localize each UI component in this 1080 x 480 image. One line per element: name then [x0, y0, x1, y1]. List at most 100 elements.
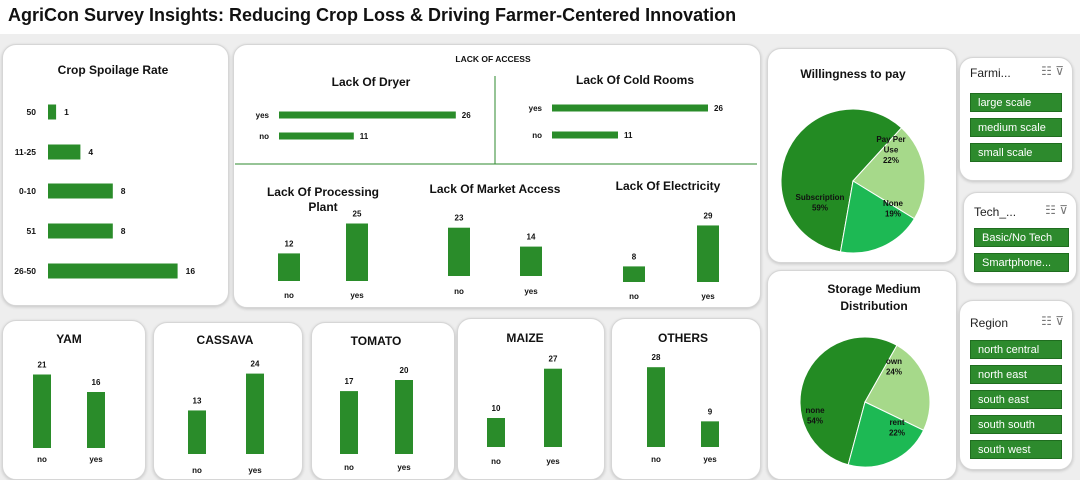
- bar-others-0: [647, 367, 665, 447]
- slicer-item-south-west[interactable]: south west: [970, 440, 1062, 459]
- bar-yam-0: [33, 374, 51, 448]
- tick-label-processing-0: no: [284, 291, 294, 300]
- tick-label-spoilage-3: 51: [27, 226, 37, 236]
- chart-title-processing-line-0: Lack Of Processing: [267, 185, 379, 199]
- slicer-item-south-east[interactable]: south east: [970, 390, 1062, 409]
- card-cassava: [153, 322, 303, 480]
- data-label-cassava-0: 13: [193, 396, 202, 405]
- tick-label-spoilage-0: 50: [27, 107, 37, 117]
- bar-spoilage-3: [48, 223, 113, 239]
- bar-cassava-1: [246, 373, 264, 454]
- data-label-market-0: 23: [455, 214, 464, 223]
- chart-title-maize: MAIZE: [506, 331, 543, 345]
- tick-label-cold-0: yes: [529, 104, 543, 113]
- card-spoilage: [2, 44, 229, 306]
- data-label-maize-1: 27: [549, 355, 558, 364]
- tick-label-market-0: no: [454, 287, 464, 296]
- slice-label-storage-1-line-1: 24%: [886, 368, 902, 377]
- bar-processing-1: [346, 223, 368, 281]
- bar-spoilage-2: [48, 183, 113, 199]
- data-label-cold-0: 26: [714, 104, 723, 113]
- slice-label-storage-2-line-0: rent: [889, 418, 904, 427]
- slice-label-storage-2-line-1: 22%: [889, 429, 905, 438]
- slicer-item-smartphone[interactable]: Smartphone...: [974, 253, 1069, 272]
- data-label-market-1: 14: [527, 233, 536, 242]
- data-label-yam-1: 16: [92, 378, 101, 387]
- slicer-item-small-scale[interactable]: small scale: [970, 143, 1062, 162]
- data-label-cold-1: 11: [624, 131, 633, 140]
- data-label-cassava-1: 24: [251, 360, 260, 369]
- tick-label-yam-0: no: [37, 455, 47, 464]
- bar-cold-1: [552, 131, 618, 139]
- multi-select-and-clear-filter-icons[interactable]: ☷ ⊽: [1045, 203, 1068, 217]
- slice-label-storage-0-line-0: none: [805, 406, 825, 415]
- bar-market-1: [520, 246, 542, 276]
- tick-label-maize-1: yes: [546, 457, 560, 466]
- tick-label-dryer-1: no: [259, 132, 269, 141]
- data-label-spoilage-3: 8: [121, 226, 126, 236]
- tick-label-electricity-0: no: [629, 292, 639, 301]
- multi-select-and-clear-filter-icons[interactable]: ☷ ⊽: [1041, 314, 1064, 328]
- chart-title-tomato: TOMATO: [351, 334, 402, 348]
- bar-cold-0: [552, 104, 708, 112]
- bar-yam-1: [87, 392, 105, 448]
- chart-title-spoilage: Crop Spoilage Rate: [58, 63, 169, 77]
- slicer-item-basic-no-tech[interactable]: Basic/No Tech: [974, 228, 1069, 247]
- data-label-spoilage-4: 16: [186, 266, 196, 276]
- data-label-tomato-1: 20: [400, 366, 409, 375]
- bar-dryer-1: [279, 132, 354, 140]
- bar-tomato-1: [395, 380, 413, 454]
- data-label-electricity-1: 29: [704, 211, 713, 220]
- data-label-processing-1: 25: [353, 210, 362, 219]
- tick-label-maize-0: no: [491, 457, 501, 466]
- bar-electricity-1: [697, 225, 719, 282]
- tick-label-yam-1: yes: [89, 455, 103, 464]
- tick-label-electricity-1: yes: [701, 292, 715, 301]
- slicer-tech: Tech_... ☷ ⊽ Basic/No Tech Smartphone...: [963, 192, 1077, 284]
- slicer-item-north-east[interactable]: north east: [970, 365, 1062, 384]
- card-lack-of-access: [233, 44, 761, 308]
- tick-label-tomato-1: yes: [397, 463, 411, 472]
- slicer-farming: Farmi... ☷ ⊽ large scale medium scale sm…: [959, 57, 1073, 181]
- tick-label-processing-1: yes: [350, 291, 364, 300]
- slice-storage-0: [799, 336, 898, 466]
- slicer-tech-title: Tech_...: [974, 205, 1017, 219]
- bar-maize-0: [487, 418, 505, 447]
- bar-electricity-0: [623, 266, 645, 282]
- slicer-region-title: Region: [970, 316, 1009, 330]
- bar-tomato-0: [340, 391, 358, 454]
- slice-label-willingness-0-line-1: 59%: [812, 204, 828, 213]
- slicer-item-south-south[interactable]: south south: [970, 415, 1062, 434]
- bar-spoilage-0: [48, 104, 57, 120]
- data-label-dryer-0: 26: [462, 111, 471, 120]
- multi-select-and-clear-filter-icons[interactable]: ☷ ⊽: [1041, 64, 1064, 78]
- slice-label-willingness-0-line-0: Subscription: [796, 193, 845, 202]
- slicer-region: Region ☷ ⊽ north central north east sout…: [959, 300, 1073, 470]
- tick-label-dryer-0: yes: [256, 111, 270, 120]
- slicer-item-north-central[interactable]: north central: [970, 340, 1062, 359]
- bar-maize-1: [544, 368, 562, 447]
- chart-title-cold: Lack Of Cold Rooms: [576, 73, 694, 87]
- tick-label-others-1: yes: [703, 455, 717, 464]
- slice-storage-1: [864, 344, 931, 431]
- bar-market-0: [448, 227, 470, 276]
- tick-label-spoilage-4: 26-50: [14, 266, 36, 276]
- slicer-item-large-scale[interactable]: large scale: [970, 93, 1062, 112]
- chart-title-electricity: Lack Of Electricity: [616, 179, 721, 193]
- slice-label-willingness-1-line-2: 22%: [883, 156, 899, 165]
- slicer-item-medium-scale[interactable]: medium scale: [970, 118, 1062, 137]
- data-label-spoilage-1: 4: [88, 147, 93, 157]
- tick-label-spoilage-1: 11-25: [15, 147, 37, 157]
- slice-label-willingness-1-line-1: Use: [884, 146, 899, 155]
- chart-title-dryer: Lack Of Dryer: [332, 75, 411, 89]
- bar-spoilage-4: [48, 263, 178, 279]
- chart-title-willingness: Willingness to pay: [800, 67, 906, 81]
- bar-cassava-0: [188, 410, 206, 454]
- tick-label-tomato-0: no: [344, 463, 354, 472]
- slice-storage-2: [847, 401, 925, 468]
- data-label-others-0: 28: [652, 353, 661, 362]
- slice-willingness-2: [839, 180, 916, 254]
- data-label-electricity-0: 8: [632, 252, 637, 261]
- tick-label-others-0: no: [651, 455, 661, 464]
- slice-label-storage-0-line-1: 54%: [807, 417, 823, 426]
